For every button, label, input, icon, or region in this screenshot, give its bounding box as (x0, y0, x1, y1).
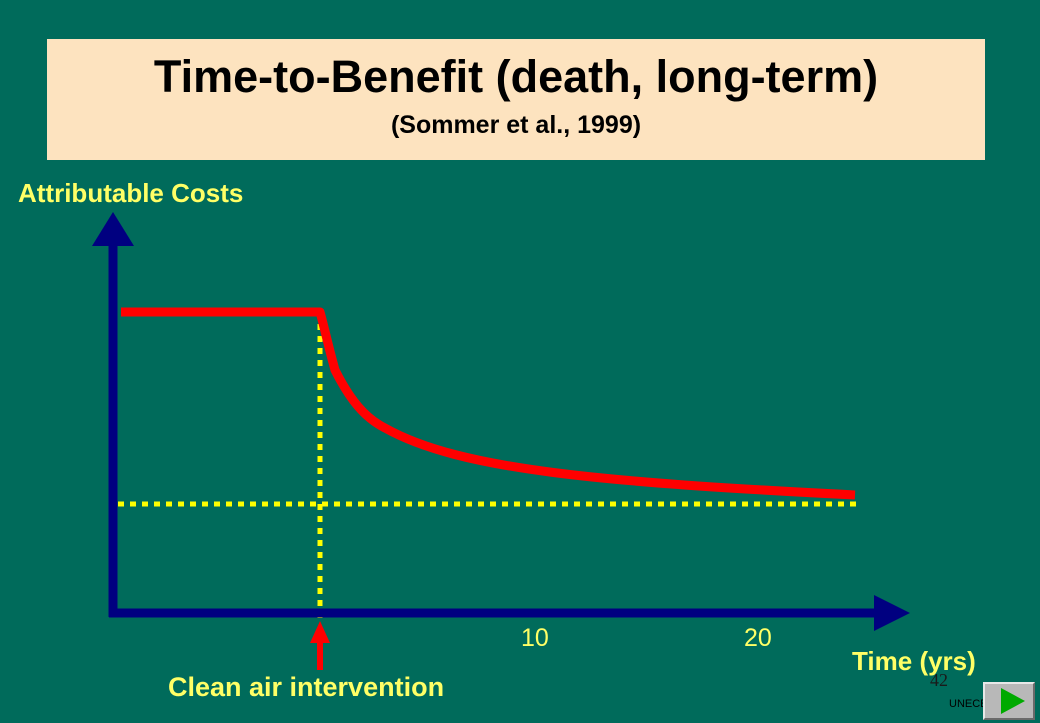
y-axis-arrowhead (92, 212, 134, 246)
x-tick-label: 10 (521, 624, 549, 652)
title-box: Time-to-Benefit (death, long-term) (Somm… (47, 39, 985, 160)
intervention-label: Clean air intervention (168, 672, 445, 702)
x-tick-label: 20 (744, 624, 772, 652)
page-title: Time-to-Benefit (death, long-term) (153, 51, 879, 102)
next-slide-button[interactable] (983, 682, 1035, 720)
page-subtitle: (Sommer et al., 1999) (390, 111, 642, 139)
y-axis-label: Attributable Costs (18, 178, 244, 208)
x-axis-label: Time (yrs) (852, 646, 976, 676)
organization-label: UNECE (949, 698, 988, 710)
x-axis-arrowhead (874, 595, 910, 631)
intervention-arrow-head (310, 621, 330, 643)
attributable-cost-curve (121, 307, 856, 500)
slide-number: 42 (930, 670, 948, 690)
play-right-icon (1001, 688, 1025, 714)
